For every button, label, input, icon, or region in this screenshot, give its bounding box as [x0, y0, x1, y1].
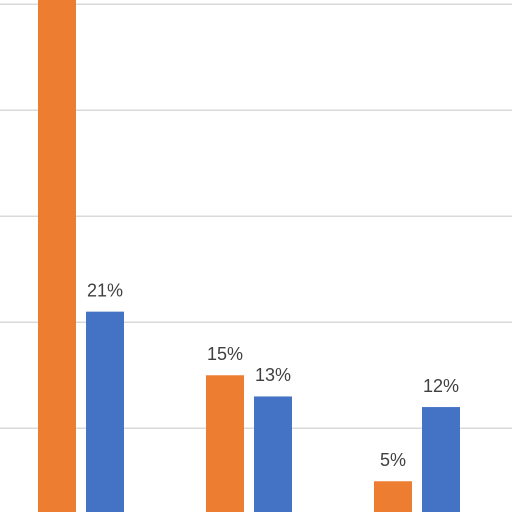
- bar: [86, 311, 124, 512]
- bar: [38, 0, 76, 512]
- bar: [206, 375, 244, 512]
- value-label: 15%: [207, 344, 243, 364]
- value-label: 21%: [87, 280, 123, 300]
- value-label: 12%: [423, 376, 459, 396]
- value-label: 5%: [380, 450, 406, 470]
- bar: [254, 396, 292, 512]
- bar: [374, 481, 412, 512]
- value-label: 13%: [255, 365, 291, 385]
- bar: [422, 407, 460, 512]
